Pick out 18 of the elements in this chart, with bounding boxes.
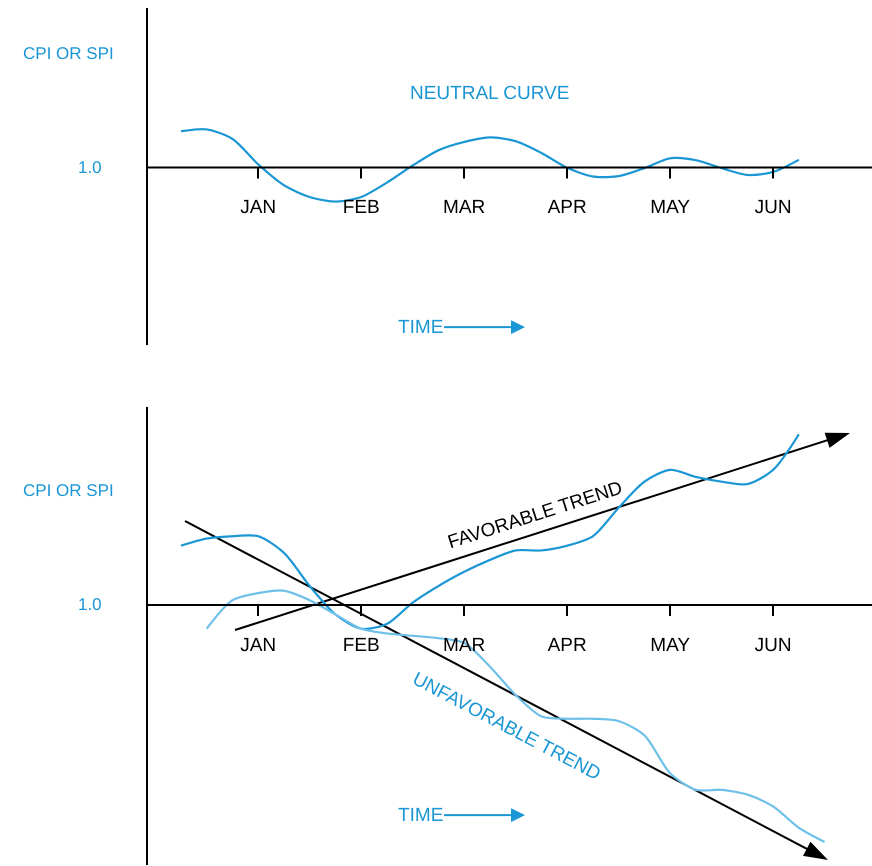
x-tick-label: APR xyxy=(548,197,587,218)
x-tick-label: JAN xyxy=(240,634,276,656)
x-tick-label: JUN xyxy=(754,197,792,218)
x-tick-label: MAY xyxy=(650,197,690,218)
y-axis-title: CPI OR SPI xyxy=(23,481,114,500)
x-tick-label: MAY xyxy=(650,634,690,656)
text: NEUTRAL CURVE xyxy=(410,83,570,104)
text: 1.0 xyxy=(78,595,102,614)
x-tick-label: MAR xyxy=(443,197,486,218)
y-axis-title: CPI OR SPI xyxy=(23,44,114,63)
x-axis-title: TIME xyxy=(398,317,444,338)
x-tick-label: JAN xyxy=(240,197,276,218)
x-tick-label: FEB xyxy=(342,197,380,218)
x-axis-title: TIME xyxy=(398,805,444,826)
x-tick-label: FEB xyxy=(342,634,380,656)
text: 1.0 xyxy=(78,158,102,177)
x-tick-label: JUN xyxy=(754,634,792,656)
x-tick-label: APR xyxy=(548,634,587,656)
